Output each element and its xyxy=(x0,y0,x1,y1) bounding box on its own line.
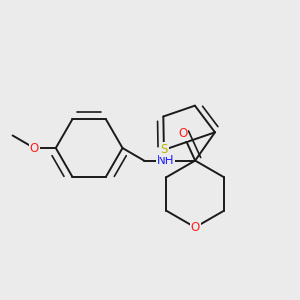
Text: S: S xyxy=(160,143,168,156)
Text: O: O xyxy=(30,142,39,154)
Text: O: O xyxy=(190,221,200,234)
Text: NH: NH xyxy=(157,154,175,167)
Text: O: O xyxy=(178,127,187,140)
